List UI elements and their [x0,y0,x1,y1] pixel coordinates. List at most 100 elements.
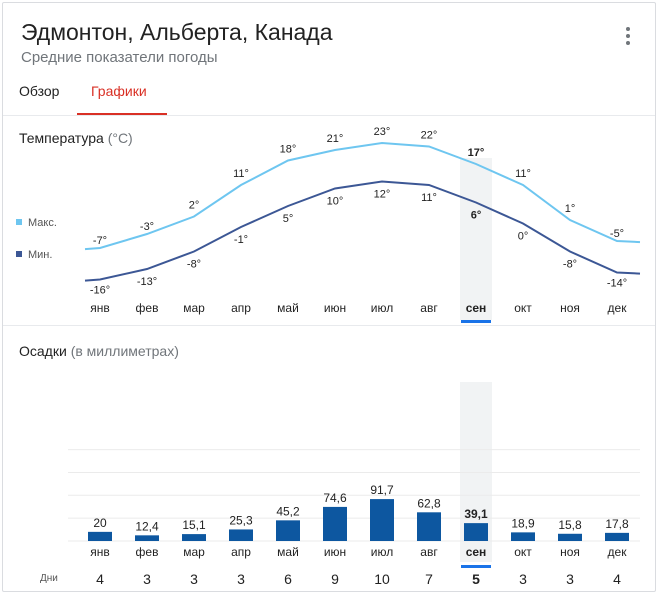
max-temp-label: 11° [233,168,249,180]
precipitation-bar[interactable] [417,512,441,541]
more-options-icon[interactable] [618,25,638,47]
min-temp-label: -14° [607,278,627,290]
temperature-month-label[interactable]: янв [90,301,110,315]
precipitation-value-label: 25,3 [229,513,253,527]
precipitation-month-label[interactable]: ноя [560,545,580,559]
days-row-label: Дни [40,573,58,584]
days-value: 6 [284,571,292,587]
max-temp-label: -7° [93,235,107,247]
temperature-month-label[interactable]: дек [608,301,628,315]
min-temp-label: -13° [137,276,157,288]
max-temp-label: 2° [189,200,200,212]
temperature-month-label[interactable]: май [277,301,299,315]
days-value: 3 [237,571,245,587]
days-value: 3 [566,571,574,587]
precipitation-bar[interactable] [464,523,488,541]
temperature-month-label[interactable]: апр [231,301,251,315]
precipitation-month-label[interactable]: авг [420,545,438,559]
precipitation-bar[interactable] [88,531,112,541]
precipitation-month-label[interactable]: дек [608,545,628,559]
precipitation-value-label: 45,2 [276,504,300,518]
max-temp-label: 17° [468,147,485,159]
days-value: 9 [331,571,339,587]
days-value: 4 [96,571,104,587]
precipitation-value-label: 17,8 [605,517,629,531]
precipitation-bar[interactable] [182,534,206,541]
precipitation-title: Осадки [19,343,67,359]
min-temperature-line [84,180,641,282]
temperature-month-label[interactable]: сен [466,301,487,315]
precipitation-bar[interactable] [135,535,159,541]
precipitation-value-label: 15,1 [182,518,206,532]
precipitation-month-label[interactable]: янв [90,545,110,559]
min-temp-label: 10° [327,196,344,208]
min-temp-label: -8° [563,259,577,271]
precipitation-month-label[interactable]: фев [136,545,159,559]
temperature-section-title: Температура (°C) [19,130,133,146]
precipitation-bar[interactable] [511,532,535,541]
max-temp-label: 11° [515,168,531,180]
temperature-month-label[interactable]: июн [324,301,346,315]
max-temp-label: 23° [374,126,391,138]
selected-month-highlight-temperature [460,158,492,320]
min-temp-label: 0° [518,231,529,243]
precipitation-bar[interactable] [605,532,629,541]
min-temp-label: -8° [187,259,201,271]
tab-overview[interactable]: Обзор [19,83,60,99]
precipitation-value-label: 20 [93,516,107,530]
max-temp-label: 21° [327,133,344,145]
legend-max-swatch [16,219,22,225]
active-tab-indicator [77,113,167,116]
min-temp-label: -1° [234,234,248,246]
temperature-month-label[interactable]: ноя [560,301,580,315]
precipitation-selected-indicator [461,565,491,568]
precipitation-value-label: 91,7 [370,483,394,497]
precipitation-month-label[interactable]: май [277,545,299,559]
precipitation-bar[interactable] [229,529,253,541]
min-temp-label: 6° [471,210,482,222]
legend-min-label: Мин. [28,249,52,261]
section-divider [3,325,655,326]
temperature-month-label[interactable]: окт [514,301,532,315]
min-temp-label: 11° [421,192,437,204]
precipitation-bar[interactable] [370,499,394,541]
precipitation-month-label[interactable]: сен [466,545,487,559]
temperature-unit: (°C) [107,130,133,146]
min-temp-label: 5° [283,213,294,225]
precipitation-month-label[interactable]: июн [324,545,346,559]
days-value: 4 [613,571,621,587]
temperature-month-label[interactable]: авг [420,301,438,315]
precipitation-month-label[interactable]: окт [514,545,532,559]
temperature-month-label[interactable]: мар [183,301,205,315]
temperature-selected-indicator [461,320,491,323]
days-value: 5 [472,571,480,587]
precipitation-month-label[interactable]: июл [371,545,393,559]
page-subtitle: Средние показатели погоды [21,49,218,66]
days-value: 3 [519,571,527,587]
max-temperature-line [84,141,641,251]
temperature-month-label[interactable]: июл [371,301,393,315]
precipitation-value-label: 39,1 [464,507,488,521]
tab-charts[interactable]: Графики [91,83,147,99]
days-value: 7 [425,571,433,587]
days-value: 3 [190,571,198,587]
legend-min-swatch [16,251,22,257]
precipitation-section-title: Осадки (в миллиметрах) [19,343,179,359]
precipitation-month-label[interactable]: мар [183,545,205,559]
legend-max-label: Макс. [28,217,57,229]
precipitation-bar[interactable] [323,506,347,541]
max-temp-label: 18° [280,144,297,156]
precipitation-unit: (в миллиметрах) [70,343,179,359]
precipitation-value-label: 74,6 [323,491,347,505]
min-temp-label: -16° [90,285,110,297]
page-title: Эдмонтон, Альберта, Канада [21,19,333,45]
precipitation-value-label: 62,8 [417,496,441,510]
precipitation-month-label[interactable]: апр [231,545,251,559]
days-value: 3 [143,571,151,587]
temperature-month-label[interactable]: фев [136,301,159,315]
precipitation-bar[interactable] [276,520,300,541]
precipitation-bar[interactable] [558,533,582,541]
max-temp-label: 1° [565,203,576,215]
